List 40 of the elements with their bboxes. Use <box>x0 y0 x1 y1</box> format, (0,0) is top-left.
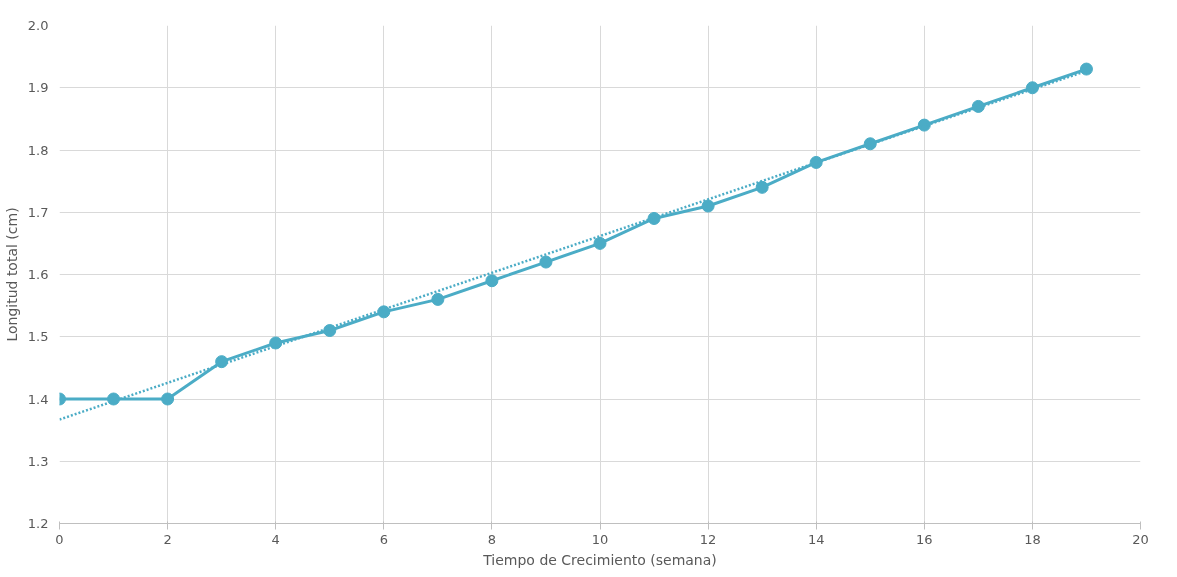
x-axis-title: Tiempo de Crecimiento (semana) <box>482 551 717 568</box>
x-tick-label: 14 <box>807 531 825 547</box>
point <box>431 292 445 306</box>
point <box>161 392 175 406</box>
point <box>269 336 283 350</box>
y-tick-label: 1.7 <box>27 204 49 220</box>
y-tick-label: 1.4 <box>27 391 49 407</box>
point <box>485 274 499 288</box>
point <box>323 324 337 338</box>
point <box>215 355 229 369</box>
point <box>539 255 553 269</box>
x-tick-label: 2 <box>163 531 172 547</box>
y-tick-label: 1.6 <box>27 267 49 282</box>
point <box>701 199 715 213</box>
y-tick-label: 1.9 <box>27 80 49 96</box>
point <box>593 236 607 250</box>
point <box>809 155 823 169</box>
y-tick-label: 2.0 <box>27 18 49 33</box>
y-tick-label: 1.3 <box>27 453 49 469</box>
point <box>107 392 121 406</box>
y-tick-label: 1.2 <box>27 516 49 531</box>
x-tick-label: 12 <box>699 531 717 547</box>
y-axis-title: Longitud total (cm) <box>3 207 20 342</box>
point <box>377 305 391 319</box>
point <box>755 180 769 194</box>
x-tick-label: 16 <box>916 531 933 547</box>
x-tick-label: 4 <box>271 531 280 547</box>
y-tick-label: 1.5 <box>27 329 49 345</box>
point <box>1079 62 1093 76</box>
point <box>917 118 931 132</box>
y-tick-label: 1.8 <box>27 142 49 158</box>
x-tick-label: 20 <box>1132 531 1149 547</box>
point <box>1025 81 1039 95</box>
x-tick-label: 8 <box>487 531 497 547</box>
point <box>971 99 985 113</box>
x-tick-label: 10 <box>591 531 609 547</box>
x-tick-label: 18 <box>1024 531 1041 547</box>
x-tick-label: 6 <box>379 531 388 547</box>
x-tick-label: 0 <box>55 531 64 547</box>
point <box>863 137 877 151</box>
